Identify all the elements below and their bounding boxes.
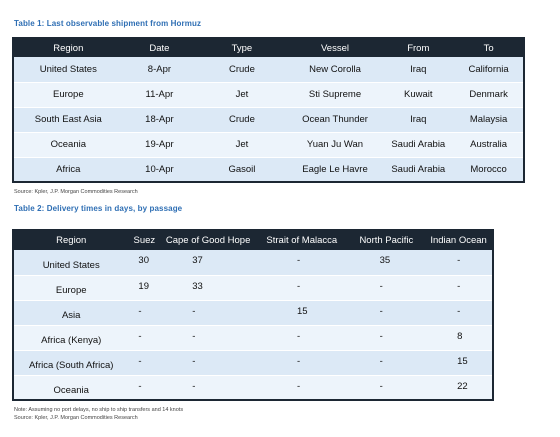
cell-type: Jet xyxy=(196,82,288,108)
cell-from: Iraq xyxy=(382,107,455,133)
cell-from: Saudi Arabia xyxy=(382,157,455,183)
cell-malacca: - xyxy=(256,325,348,351)
cell-cape: 37 xyxy=(160,250,256,276)
col-header-from: From xyxy=(407,42,430,54)
table-row: Europe 19 33 - - - xyxy=(13,275,493,301)
cell-to: Morocco xyxy=(454,157,524,183)
cell-type: Jet xyxy=(196,132,288,158)
cell-suez: - xyxy=(128,300,161,326)
col-header-malacca: Strait of Malacca xyxy=(266,235,338,246)
col-header-type: Type xyxy=(231,42,253,54)
cell-type: Crude xyxy=(196,57,288,83)
cell-north-pacific: - xyxy=(347,350,426,376)
cell-indian-ocean: 15 xyxy=(425,350,493,376)
cell-date: 10-Apr xyxy=(122,157,197,183)
table2-source: Source: Kpler, J.P. Morgan Commodities R… xyxy=(14,415,138,421)
cell-cape: - xyxy=(160,325,256,351)
cell-north-pacific: - xyxy=(347,300,426,326)
cell-from: Iraq xyxy=(382,57,455,83)
table-row: Asia - - 15 - - xyxy=(13,300,493,326)
cell-indian-ocean: 22 xyxy=(425,375,493,401)
cell-to: Denmark xyxy=(454,82,524,108)
col-header-suez: Suez xyxy=(133,235,156,246)
cell-date: 8-Apr xyxy=(122,57,197,83)
table2-caption: Table 2: Delivery times in days, by pass… xyxy=(14,204,183,213)
table-row: Europe 11-Apr Jet Sti Supreme Kuwait Den… xyxy=(13,82,524,108)
cell-to: Malaysia xyxy=(454,107,524,133)
cell-region: United States xyxy=(13,57,123,83)
cell-malacca: 15 xyxy=(256,300,348,326)
cell-region: Oceania xyxy=(13,375,129,401)
cell-region: South East Asia xyxy=(13,107,123,133)
table-row: South East Asia 18-Apr Crude Ocean Thund… xyxy=(13,107,524,133)
cell-region: United States xyxy=(13,250,129,276)
table-row: Africa (Kenya) - - - - 8 xyxy=(13,325,493,351)
cell-vessel: Yuan Ju Wan xyxy=(287,132,383,158)
cell-indian-ocean: - xyxy=(425,300,493,326)
cell-region: Africa (Kenya) xyxy=(13,325,129,351)
col-header-cape: Cape of Good Hope xyxy=(165,235,251,246)
table1-caption: Table 1: Last observable shipment from H… xyxy=(14,19,202,28)
col-header-region: Region xyxy=(53,42,84,54)
cell-north-pacific: - xyxy=(347,375,426,401)
cell-to: Australia xyxy=(454,132,524,158)
cell-indian-ocean: 8 xyxy=(425,325,493,351)
cell-malacca: - xyxy=(256,275,348,301)
shipment-table: Region Date Type Vessel From To United S… xyxy=(12,37,525,183)
cell-suez: 19 xyxy=(128,275,161,301)
cell-vessel: New Corolla xyxy=(287,57,383,83)
col-header-vessel: Vessel xyxy=(321,42,349,54)
table-row: United States 30 37 - 35 - xyxy=(13,250,493,276)
cell-date: 19-Apr xyxy=(122,132,197,158)
table-row: Oceania - - - - 22 xyxy=(13,375,493,401)
cell-region: Europe xyxy=(13,82,123,108)
cell-north-pacific: - xyxy=(347,275,426,301)
cell-from: Kuwait xyxy=(382,82,455,108)
col-header-date: Date xyxy=(149,42,170,54)
cell-vessel: Ocean Thunder xyxy=(287,107,383,133)
cell-region: Europe xyxy=(13,275,129,301)
cell-region: Asia xyxy=(13,300,129,326)
cell-indian-ocean: - xyxy=(425,275,493,301)
table-row: Oceania 19-Apr Jet Yuan Ju Wan Saudi Ara… xyxy=(13,132,524,158)
cell-indian-ocean: - xyxy=(425,250,493,276)
cell-from: Saudi Arabia xyxy=(382,132,455,158)
cell-cape: - xyxy=(160,375,256,401)
cell-cape: - xyxy=(160,350,256,376)
table-header-row: Region Suez Cape of Good Hope Strait of … xyxy=(13,230,493,250)
cell-malacca: - xyxy=(256,350,348,376)
cell-date: 11-Apr xyxy=(122,82,197,108)
cell-suez: 30 xyxy=(128,250,161,276)
cell-north-pacific: - xyxy=(347,325,426,351)
cell-suez: - xyxy=(128,325,161,351)
cell-suez: - xyxy=(128,375,161,401)
cell-type: Crude xyxy=(196,107,288,133)
cell-to: California xyxy=(454,57,524,83)
col-header-to: To xyxy=(483,42,494,54)
table-row: United States 8-Apr Crude New Corolla Ir… xyxy=(13,57,524,83)
cell-region: Africa xyxy=(13,157,123,183)
table1-source: Source: Kpler, J.P. Morgan Commodities R… xyxy=(14,189,138,195)
cell-malacca: - xyxy=(256,250,348,276)
cell-malacca: - xyxy=(256,375,348,401)
cell-region: Africa (South Africa) xyxy=(13,350,129,376)
cell-vessel: Sti Supreme xyxy=(287,82,383,108)
table2-note: Note: Assuming no port delays, no ship t… xyxy=(14,407,184,413)
table-row: Africa (South Africa) - - - - 15 xyxy=(13,350,493,376)
cell-region: Oceania xyxy=(13,132,123,158)
delivery-times-table: Region Suez Cape of Good Hope Strait of … xyxy=(12,229,494,401)
col-header-indian-ocean: Indian Ocean xyxy=(430,235,487,246)
cell-cape: - xyxy=(160,300,256,326)
cell-north-pacific: 35 xyxy=(347,250,426,276)
cell-type: Gasoil xyxy=(196,157,288,183)
cell-cape: 33 xyxy=(160,275,256,301)
col-header-north-pacific: North Pacific xyxy=(359,235,414,246)
col-header-region: Region xyxy=(56,235,87,246)
cell-date: 18-Apr xyxy=(122,107,197,133)
table-header-row: Region Date Type Vessel From To xyxy=(13,38,524,57)
cell-vessel: Eagle Le Havre xyxy=(287,157,383,183)
cell-suez: - xyxy=(128,350,161,376)
table-row: Africa 10-Apr Gasoil Eagle Le Havre Saud… xyxy=(13,157,524,183)
